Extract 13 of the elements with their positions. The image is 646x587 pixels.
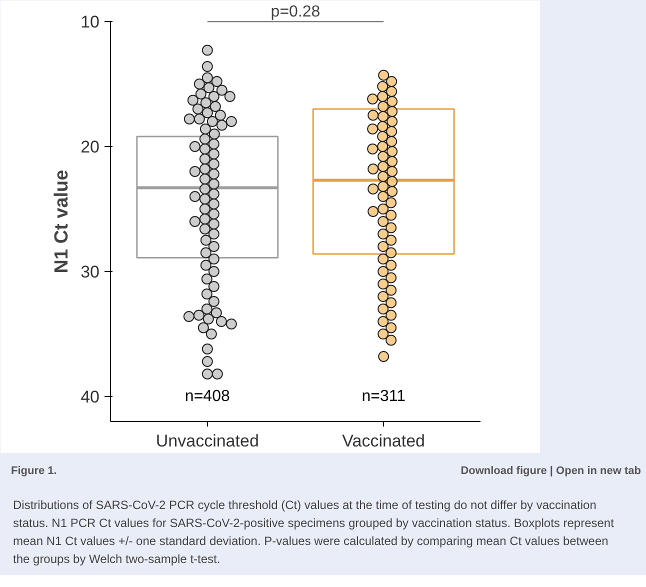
y-axis-title: N1 Ct value — [52, 170, 73, 274]
text: Download figure | Open in new tab — [460, 464, 641, 479]
y-tick-label: 30 — [80, 262, 100, 282]
y-tick-label: 10 — [80, 12, 100, 32]
y-tick-label: 40 — [80, 388, 100, 406]
x-tick-label: Unvaccinated — [156, 432, 259, 450]
caption: Figure 1. — [11, 464, 57, 479]
x-tick-label: Vaccinated — [342, 432, 426, 450]
text: Distributions of SARS-CoV-2 PCR cycle threshold (Ct) values at the time of testing do not differ by vaccination status. N1 PCR Ct values for SARS-CoV-2-positive specimens grouped by vaccination status. Boxplots represent mean N1 Ct values +/- one standard deviation. P-values were calculated by comparing mean Ct values between the groups by Welch two-sample t-test. — [13, 496, 615, 568]
annotation: n=311 — [362, 388, 406, 405]
text: p=0.28 — [270, 4, 320, 20]
y-tick-label: 20 — [80, 138, 100, 156]
annotation: n=408 — [184, 388, 230, 405]
